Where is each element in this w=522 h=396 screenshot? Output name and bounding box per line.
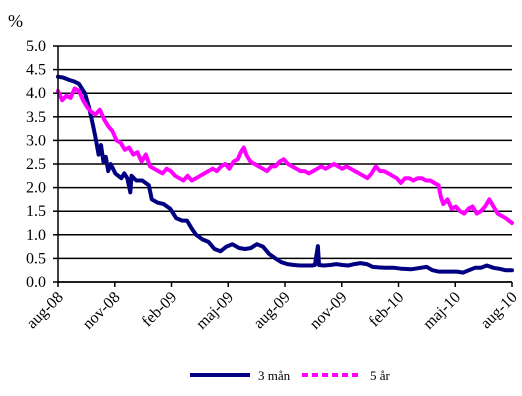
x-tick-label: aug-09 bbox=[250, 289, 293, 332]
y-tick-label: 4.0 bbox=[26, 85, 46, 102]
legend-label: 5 år bbox=[370, 368, 391, 383]
y-tick-label: 1.5 bbox=[26, 203, 46, 220]
x-tick-label: maj-09 bbox=[193, 289, 237, 333]
y-tick-label: 0.0 bbox=[26, 274, 46, 291]
x-tick-label: nov-09 bbox=[307, 289, 351, 333]
legend-label: 3 mån bbox=[258, 368, 291, 383]
y-tick-label: 2.5 bbox=[26, 156, 46, 173]
x-tick-label: aug-08 bbox=[23, 289, 66, 332]
y-tick-label: 3.0 bbox=[26, 132, 46, 149]
series-layer bbox=[56, 74, 514, 275]
series-line-short-rate bbox=[56, 74, 514, 275]
legend: 3 mån 5 år bbox=[190, 368, 391, 383]
gridlines bbox=[58, 45, 512, 283]
x-tick-label: feb-10 bbox=[366, 289, 408, 331]
x-tick-label: maj-10 bbox=[420, 289, 464, 333]
y-tick-label: 1.0 bbox=[26, 227, 46, 244]
x-axis-ticks: aug-08 nov-08 feb-09 maj-09 aug-09 nov-09 feb-… bbox=[23, 282, 521, 333]
y-tick-label: 3.5 bbox=[26, 109, 46, 126]
y-axis-unit-label: % bbox=[8, 11, 23, 31]
series-line-long-rate bbox=[56, 86, 514, 225]
y-tick-label: 2.0 bbox=[26, 180, 46, 197]
x-tick-label: feb-09 bbox=[139, 289, 181, 331]
y-tick-label: 5.0 bbox=[26, 38, 46, 55]
x-tick-label: aug-10 bbox=[477, 289, 520, 332]
y-tick-label: 0.5 bbox=[26, 250, 46, 267]
y-tick-label: 4.5 bbox=[26, 62, 46, 79]
y-axis-ticks: 0.0 0.5 1.0 1.5 2.0 2.5 3.0 3.5 4.0 4.5 5.0 bbox=[26, 38, 58, 291]
x-tick-label: nov-08 bbox=[80, 289, 124, 333]
